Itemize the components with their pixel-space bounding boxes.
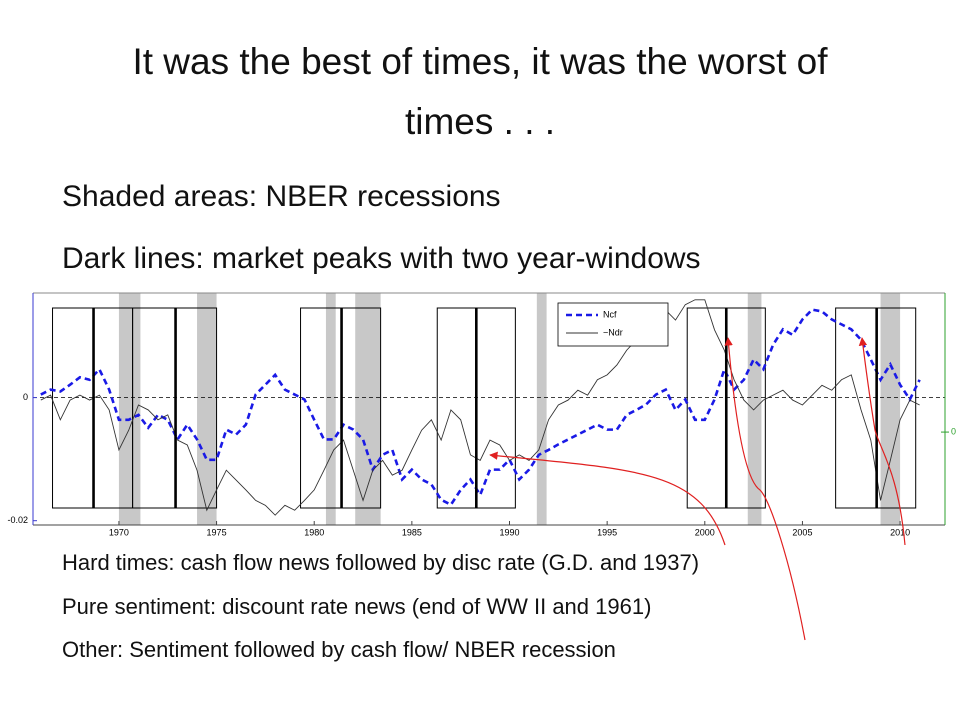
bullet: Dark lines: market peaks with two year-w… <box>62 242 701 275</box>
x-tick-label: 1985 <box>402 527 422 537</box>
plot: 1970 1975 1980 1985 1990 1995 2000 2005 2010 -0.0… <box>7 292 956 537</box>
peak-window <box>300 307 382 509</box>
peak-window <box>52 307 134 509</box>
arrow <box>858 337 906 546</box>
x-tick-label: 2010 <box>890 527 910 537</box>
recession-shade <box>355 293 381 525</box>
note: Other: Sentiment followed by cash flow/ … <box>62 637 616 662</box>
arrow <box>489 451 726 546</box>
recession-shade <box>747 293 762 525</box>
x-tick-label: 1990 <box>499 527 519 537</box>
recession-shade <box>197 293 217 525</box>
x-tick-label: 1975 <box>207 527 227 537</box>
legend-label: −Ndr <box>603 327 623 337</box>
peak-window <box>132 307 218 509</box>
series-line <box>40 299 920 516</box>
x-tick-label: 2000 <box>695 527 715 537</box>
x-tick-label: 1980 <box>304 527 324 537</box>
x-tick-label: 2005 <box>792 527 812 537</box>
peak-window <box>835 307 917 509</box>
recession-shade <box>880 293 901 525</box>
arrow <box>724 337 806 641</box>
y-tick-label: -0.02 <box>7 515 28 525</box>
y2-tick-label: 0 <box>951 426 956 436</box>
bullet: Shaded areas: NBER recessions <box>62 180 501 213</box>
peak-window <box>436 307 516 509</box>
x-tick-label: 1970 <box>109 527 129 537</box>
recession-shade <box>118 293 141 525</box>
plot-background <box>33 293 945 525</box>
series-line <box>40 308 921 507</box>
x-tick-label: 1995 <box>597 527 617 537</box>
note: Pure sentiment: discount rate news (end … <box>62 594 652 619</box>
legend-box <box>557 302 669 347</box>
recession-shade <box>536 293 547 525</box>
slide-title: It was the best of times, it was the wor… <box>132 41 828 142</box>
y-tick-label: 0 <box>23 392 28 402</box>
recession-shade <box>325 293 336 525</box>
legend-label: Ncf <box>603 309 617 319</box>
note: Hard times: cash flow news followed by d… <box>62 550 700 575</box>
peak-window <box>686 307 766 509</box>
